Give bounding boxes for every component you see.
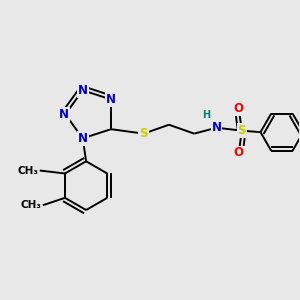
Text: S: S [140, 127, 148, 140]
Text: H: H [202, 110, 210, 120]
Text: O: O [234, 146, 244, 160]
Text: N: N [78, 84, 88, 97]
Text: N: N [212, 121, 221, 134]
Text: N: N [106, 93, 116, 106]
Text: CH₃: CH₃ [17, 166, 38, 176]
Text: CH₃: CH₃ [20, 200, 41, 210]
Text: N: N [78, 132, 88, 145]
Text: O: O [234, 102, 244, 115]
Text: N: N [59, 108, 69, 121]
Text: S: S [238, 124, 246, 137]
